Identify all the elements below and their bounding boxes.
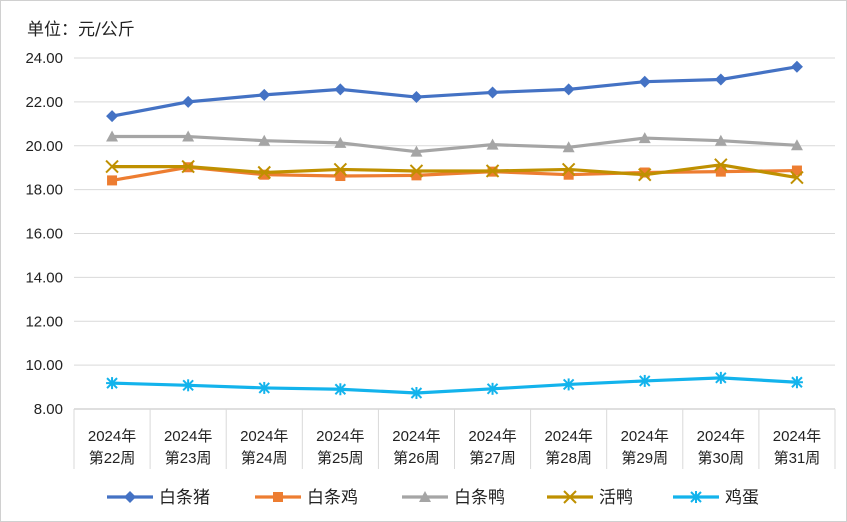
data-point-series-2 [411,170,422,181]
data-point-series-4 [333,162,348,177]
legend-label-3: 白条鸭 [454,488,505,508]
data-point-series-1 [334,83,347,96]
legend-marker-5 [690,491,702,503]
data-point-series-2 [107,175,118,186]
data-point-series-1 [258,88,271,101]
data-point-series-4 [181,159,195,174]
data-point-series-1 [562,83,575,96]
x-tick-label-year: 2024年 [697,428,745,445]
x-tick-label-week: 第26周 [393,449,440,467]
data-point-series-3 [410,145,423,157]
data-point-series-4 [105,159,119,174]
data-point-series-5 [790,376,803,389]
data-point-series-4 [409,164,424,178]
x-tick-label-week: 第29周 [621,449,668,467]
data-point-series-5 [258,381,271,394]
data-point-series-3 [790,139,803,151]
data-point-series-3 [258,134,271,146]
legend-marker-4 [563,490,577,504]
x-tick-label-year: 2024年 [621,428,669,445]
data-point-series-4 [790,170,804,185]
x-tick-label-year: 2024年 [316,428,364,445]
data-point-series-3 [714,134,727,146]
data-point-series-1 [790,60,803,73]
data-point-series-1 [410,91,423,104]
legend-label-4: 活鸭 [599,488,633,508]
y-tick-label: 24.00 [25,50,63,67]
y-tick-label: 8.00 [34,401,63,418]
x-tick-label-year: 2024年 [392,428,440,445]
data-point-series-1 [638,75,651,88]
data-point-series-2 [791,165,802,176]
x-tick-label-week: 第31周 [774,449,821,467]
x-tick-label-week: 第30周 [698,449,745,467]
y-tick-label: 16.00 [25,226,63,243]
data-point-series-5 [562,378,575,391]
x-tick-label-year: 2024年 [240,428,288,445]
data-point-series-2 [639,167,650,178]
data-point-series-4 [714,158,728,172]
x-tick-label-year: 2024年 [544,428,592,445]
data-point-series-5 [486,382,499,395]
data-point-series-5 [638,374,651,387]
data-point-series-1 [486,86,499,99]
data-point-series-1 [182,95,195,108]
data-point-series-3 [638,132,651,144]
series-line-1 [111,65,798,118]
data-point-series-2 [563,169,574,180]
x-tick-label-week: 第22周 [89,449,136,467]
data-point-series-2 [715,166,726,177]
legend-marker-3 [419,491,431,502]
data-point-series-2 [335,171,346,182]
x-tick-label-week: 第24周 [241,449,288,467]
unit-label: 单位：元/公斤 [27,20,135,40]
data-point-series-5 [714,371,727,384]
data-point-series-4 [561,162,576,177]
data-point-series-3 [334,136,347,148]
y-tick-label: 18.00 [25,182,63,199]
data-point-series-3 [486,138,499,150]
data-point-series-5 [410,386,423,399]
legend-label-2: 白条鸡 [307,488,358,508]
legend-label-5: 鸡蛋 [725,488,759,508]
data-point-series-3 [182,130,195,142]
x-tick-label-week: 第28周 [545,449,592,467]
y-tick-label: 14.00 [25,269,63,286]
x-tick-label-year: 2024年 [164,428,212,445]
series-line-4 [112,163,798,180]
data-point-series-5 [182,379,195,392]
data-point-series-5 [334,383,347,396]
legend-marker-2 [273,492,283,502]
x-tick-label-year: 2024年 [773,428,821,445]
data-point-series-5 [106,377,119,390]
legend-label-1: 白条猪 [159,488,210,508]
x-tick-label-year: 2024年 [88,428,136,445]
y-tick-label: 10.00 [25,357,63,374]
legend-marker-1 [124,491,136,503]
data-point-series-1 [106,110,119,123]
series-line-3 [112,134,798,154]
series-line-5 [112,376,798,395]
data-point-series-4 [638,168,652,182]
y-tick-label: 22.00 [25,94,63,111]
data-point-series-4 [485,164,500,178]
y-tick-label: 12.00 [25,313,63,330]
data-point-series-3 [106,130,119,142]
x-tick-label-week: 第25周 [317,449,364,467]
x-tick-label-week: 第23周 [165,449,212,467]
data-point-series-1 [714,73,727,86]
y-tick-label: 20.00 [25,138,63,155]
x-tick-label-year: 2024年 [468,428,516,445]
data-point-series-4 [257,165,271,180]
x-tick-label-week: 第27周 [469,449,516,467]
data-point-series-3 [562,141,575,153]
data-point-series-2 [259,169,270,180]
